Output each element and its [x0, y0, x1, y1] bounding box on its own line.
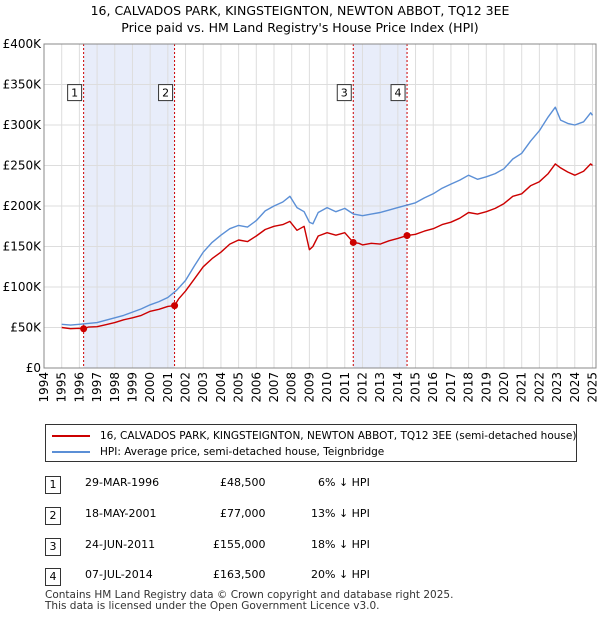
plot-frame — [43, 43, 597, 369]
y-tick-label: £300K — [3, 118, 43, 132]
footer-copyright: Contains HM Land Registry data © Crown c… — [45, 589, 454, 601]
table-row: 2 18-MAY-2001 £77,000 13% ↓ HPI — [45, 505, 585, 525]
x-tick-label: 2016 — [426, 372, 440, 403]
transaction-hpi-diff: 6% ↓ HPI — [318, 476, 370, 489]
transaction-hpi-diff: 18% ↓ HPI — [311, 538, 370, 551]
y-tick-label: £200K — [3, 199, 43, 213]
x-tick-label: 2005 — [232, 372, 246, 403]
x-tick-label: 2004 — [214, 372, 228, 403]
x-tick-label: 2022 — [532, 372, 546, 403]
x-tick-label: 2013 — [373, 372, 387, 403]
x-tick-label: 1999 — [125, 372, 139, 403]
price-chart: 1 2 3 4 £0 £50K £100K £150K £200K £250K £300K £350… — [3, 37, 600, 403]
chart-title-line2: Price paid vs. HM Land Registry's House … — [121, 20, 479, 35]
transaction-marker-label: 4 — [395, 87, 402, 100]
chart-title-line1: 16, CALVADOS PARK, KINGSTEIGNTON, NEWTON… — [90, 3, 510, 18]
x-tick-label: 2014 — [391, 372, 405, 403]
transaction-point — [349, 238, 357, 246]
y-tick-label: £250K — [3, 159, 43, 173]
transaction-marker-box — [390, 84, 406, 102]
legend-label-price: 16, CALVADOS PARK, KINGSTEIGNTON, NEWTON… — [100, 430, 577, 442]
price-paid-line — [61, 163, 593, 330]
transaction-marker-label: 2 — [162, 87, 169, 100]
x-tick-label: 2021 — [515, 372, 529, 403]
transaction-marker-labels: 1 2 3 4 — [67, 84, 406, 102]
y-tick-labels: £0 £50K £100K £150K £200K £250K £300K £350K £400… — [3, 37, 43, 375]
x-tick-label: 2000 — [143, 372, 157, 403]
x-tick-label: 1995 — [55, 372, 69, 403]
x-tick-label: 2019 — [479, 372, 493, 403]
transaction-marker-box — [336, 84, 352, 102]
transaction-number: 4 — [45, 568, 61, 586]
chart-title: 16, CALVADOS PARK, KINGSTEIGNTON, NEWTON… — [0, 2, 600, 36]
hpi-line — [61, 106, 594, 326]
series-lines — [61, 106, 594, 330]
table-row: 4 07-JUL-2014 £163,500 20% ↓ HPI — [45, 566, 585, 586]
y-tick-label: £150K — [3, 240, 43, 254]
legend: 16, CALVADOS PARK, KINGSTEIGNTON, NEWTON… — [45, 424, 577, 462]
transaction-number: 2 — [45, 507, 61, 525]
x-tick-label: 2018 — [462, 372, 476, 403]
footer-licence: This data is licensed under the Open Gov… — [45, 600, 380, 612]
transaction-hpi-diff: 20% ↓ HPI — [311, 568, 370, 581]
transaction-lines — [83, 44, 408, 368]
legend-label-hpi: HPI: Average price, semi-detached house,… — [100, 446, 385, 458]
footer: Contains HM Land Registry data © Crown c… — [45, 590, 453, 612]
x-tick-label: 1996 — [72, 372, 86, 403]
y-tick-label: £50K — [10, 321, 42, 335]
x-tick-label: 2020 — [497, 372, 511, 403]
y-tick-label: £100K — [3, 280, 43, 294]
transaction-number: 1 — [45, 476, 61, 494]
x-tick-label: 1998 — [108, 372, 122, 403]
transaction-price: £163,500 — [213, 568, 266, 581]
x-tick-label: 2006 — [249, 372, 263, 403]
x-tick-label: 2023 — [550, 372, 564, 403]
x-tick-label: 2007 — [267, 372, 281, 403]
transaction-number: 3 — [45, 538, 61, 556]
y-tick-label: £0 — [26, 361, 41, 375]
y-tick-label: £350K — [3, 78, 43, 92]
x-tick-label: 2008 — [285, 372, 299, 403]
transaction-price: £155,000 — [213, 538, 266, 551]
legend-item-hpi: HPI: Average price, semi-detached house,… — [52, 444, 384, 460]
legend-swatch-price — [52, 435, 90, 437]
transaction-marker-label: 3 — [341, 87, 348, 100]
table-row: 1 29-MAR-1996 £48,500 6% ↓ HPI — [45, 474, 585, 494]
x-tick-label: 2017 — [444, 372, 458, 403]
x-tick-label: 1994 — [37, 372, 51, 403]
transaction-points — [80, 232, 411, 333]
transaction-date: 07-JUL-2014 — [85, 568, 153, 581]
transaction-price: £77,000 — [220, 507, 266, 520]
y-tick-label: £400K — [3, 37, 43, 51]
transaction-date: 29-MAR-1996 — [85, 476, 160, 489]
x-tick-labels: 1994 1995 1996 1997 1998 1999 2000 2001 2002 2003… — [37, 372, 599, 403]
x-tick-label: 2024 — [568, 372, 582, 403]
x-tick-label: 2009 — [302, 372, 316, 403]
x-tick-label: 2015 — [409, 372, 423, 403]
transaction-marker-box — [67, 84, 83, 102]
legend-item-price: 16, CALVADOS PARK, KINGSTEIGNTON, NEWTON… — [52, 428, 576, 444]
x-tick-label: 2003 — [196, 372, 210, 403]
transaction-hpi-diff: 13% ↓ HPI — [311, 507, 370, 520]
table-row: 3 24-JUN-2011 £155,000 18% ↓ HPI — [45, 536, 585, 556]
x-tick-label: 2001 — [161, 372, 175, 403]
transaction-point — [171, 302, 179, 310]
x-tick-label: 2002 — [179, 372, 193, 403]
transaction-date: 24-JUN-2011 — [85, 538, 156, 551]
x-tick-label: 2025 — [585, 372, 599, 403]
x-tick-label: 1997 — [90, 372, 104, 403]
transaction-point — [403, 232, 411, 240]
transaction-point — [80, 325, 88, 333]
transaction-marker-label: 1 — [71, 87, 78, 100]
transaction-price: £48,500 — [220, 476, 266, 489]
transaction-date: 18-MAY-2001 — [85, 507, 157, 520]
axes — [43, 43, 597, 369]
x-tick-label: 2010 — [320, 372, 334, 403]
x-tick-label: 2011 — [338, 372, 352, 403]
x-tick-label: 2012 — [355, 372, 369, 403]
legend-swatch-hpi — [52, 451, 90, 453]
transaction-marker-box — [158, 84, 174, 102]
